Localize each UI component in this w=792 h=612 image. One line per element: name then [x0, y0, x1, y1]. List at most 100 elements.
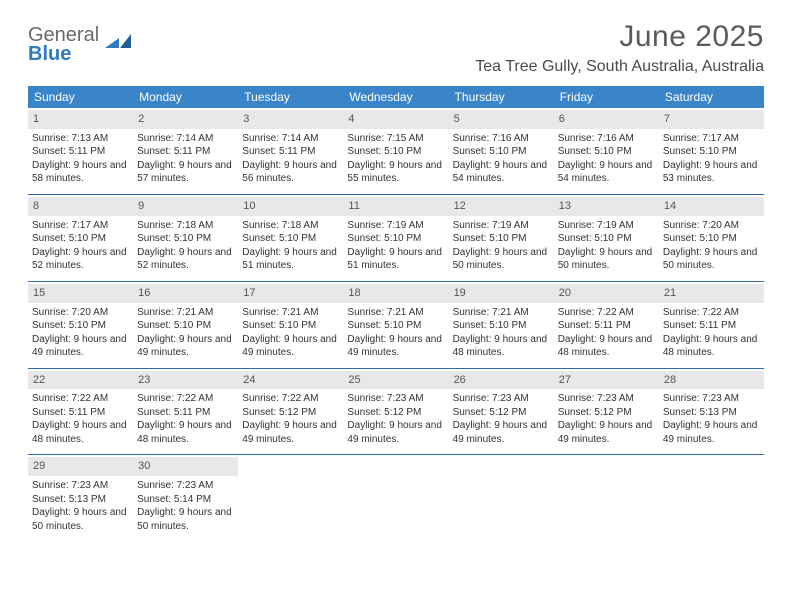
day-cell: 23Sunrise: 7:22 AMSunset: 5:11 PMDayligh… — [133, 369, 238, 455]
sunset-text: Sunset: 5:10 PM — [137, 319, 234, 333]
daylight-text: Daylight: 9 hours and 48 minutes. — [453, 333, 550, 360]
sunrise-text: Sunrise: 7:23 AM — [663, 392, 760, 406]
empty-cell — [343, 455, 448, 541]
day-cell: 25Sunrise: 7:23 AMSunset: 5:12 PMDayligh… — [343, 369, 448, 455]
day-cell: 2 Sunrise: 7:14 AMSunset: 5:11 PMDaylight… — [133, 108, 238, 194]
sunset-text: Sunset: 5:12 PM — [242, 406, 339, 420]
day-cell: 16Sunrise: 7:21 AMSunset: 5:10 PMDayligh… — [133, 282, 238, 368]
empty-cell — [554, 455, 659, 541]
daylight-text: Daylight: 9 hours and 48 minutes. — [663, 333, 760, 360]
daylight-text: Daylight: 9 hours and 50 minutes. — [453, 246, 550, 273]
day-number: 16 — [133, 284, 238, 303]
day-number: 2 — [133, 110, 238, 129]
sunset-text: Sunset: 5:11 PM — [137, 145, 234, 159]
sunrise-text: Sunrise: 7:17 AM — [663, 132, 760, 146]
daylight-text: Daylight: 9 hours and 58 minutes. — [32, 159, 129, 186]
daylight-text: Daylight: 9 hours and 50 minutes. — [558, 246, 655, 273]
weekday-header: Monday — [133, 86, 238, 108]
daylight-text: Daylight: 9 hours and 49 minutes. — [32, 333, 129, 360]
day-cell: 17Sunrise: 7:21 AMSunset: 5:10 PMDayligh… — [238, 282, 343, 368]
sunset-text: Sunset: 5:10 PM — [347, 145, 444, 159]
day-number: 4 — [343, 110, 448, 129]
sunset-text: Sunset: 5:12 PM — [453, 406, 550, 420]
day-cell: 19Sunrise: 7:21 AMSunset: 5:10 PMDayligh… — [449, 282, 554, 368]
sunrise-text: Sunrise: 7:23 AM — [347, 392, 444, 406]
weekday-header: Friday — [554, 86, 659, 108]
day-cell: 7Sunrise: 7:17 AMSunset: 5:10 PMDaylight… — [659, 108, 764, 194]
day-number: 8 — [28, 197, 133, 216]
sunset-text: Sunset: 5:11 PM — [32, 145, 129, 159]
sunrise-text: Sunrise: 7:22 AM — [242, 392, 339, 406]
day-cell: 12 Sunrise: 7:19 AMSunset: 5:10 PMDayligh… — [449, 195, 554, 281]
sunrise-text: Sunrise: 7:20 AM — [32, 306, 129, 320]
daylight-text: Daylight: 9 hours and 49 minutes. — [242, 419, 339, 446]
brand-mark-icon — [105, 34, 131, 57]
daylight-text: Daylight: 9 hours and 57 minutes. — [137, 159, 234, 186]
sunset-text: Sunset: 5:10 PM — [242, 319, 339, 333]
day-cell: 6Sunrise: 7:16 AMSunset: 5:10 PMDaylight… — [554, 108, 659, 194]
day-number: 12 — [449, 197, 554, 216]
day-number: 14 — [659, 197, 764, 216]
daylight-text: Daylight: 9 hours and 50 minutes. — [663, 246, 760, 273]
empty-cell — [449, 455, 554, 541]
sunrise-text: Sunrise: 7:21 AM — [137, 306, 234, 320]
sunset-text: Sunset: 5:10 PM — [558, 145, 655, 159]
sunrise-text: Sunrise: 7:21 AM — [453, 306, 550, 320]
day-cell: 30Sunrise: 7:23 AMSunset: 5:14 PMDayligh… — [133, 455, 238, 541]
day-cell: 22Sunrise: 7:22 AMSunset: 5:11 PMDayligh… — [28, 369, 133, 455]
day-number: 22 — [28, 371, 133, 390]
sunset-text: Sunset: 5:11 PM — [242, 145, 339, 159]
daylight-text: Daylight: 9 hours and 51 minutes. — [242, 246, 339, 273]
sunset-text: Sunset: 5:10 PM — [242, 232, 339, 246]
sunset-text: Sunset: 5:10 PM — [558, 232, 655, 246]
day-number: 5 — [449, 110, 554, 129]
day-cell: 4Sunrise: 7:15 AMSunset: 5:10 PMDaylight… — [343, 108, 448, 194]
sunset-text: Sunset: 5:11 PM — [663, 319, 760, 333]
calendar-grid: SundayMondayTuesdayWednesdayThursdayFrid… — [28, 86, 764, 541]
empty-cell — [659, 455, 764, 541]
weekday-header: Tuesday — [238, 86, 343, 108]
daylight-text: Daylight: 9 hours and 49 minutes. — [347, 419, 444, 446]
sunset-text: Sunset: 5:10 PM — [453, 145, 550, 159]
daylight-text: Daylight: 9 hours and 49 minutes. — [347, 333, 444, 360]
sunset-text: Sunset: 5:12 PM — [347, 406, 444, 420]
daylight-text: Daylight: 9 hours and 55 minutes. — [347, 159, 444, 186]
day-number: 26 — [449, 371, 554, 390]
location-subtitle: Tea Tree Gully, South Australia, Austral… — [475, 58, 764, 76]
sunrise-text: Sunrise: 7:19 AM — [453, 219, 550, 233]
page-title: June 2025 — [475, 20, 764, 54]
weekday-header-row: SundayMondayTuesdayWednesdayThursdayFrid… — [28, 86, 764, 108]
day-number: 27 — [554, 371, 659, 390]
sunset-text: Sunset: 5:14 PM — [137, 493, 234, 507]
sunrise-text: Sunrise: 7:23 AM — [558, 392, 655, 406]
sunset-text: Sunset: 5:11 PM — [32, 406, 129, 420]
day-number: 17 — [238, 284, 343, 303]
title-block: June 2025 Tea Tree Gully, South Australi… — [475, 20, 764, 76]
sunrise-text: Sunrise: 7:16 AM — [453, 132, 550, 146]
weekday-header: Sunday — [28, 86, 133, 108]
sunset-text: Sunset: 5:10 PM — [453, 232, 550, 246]
daylight-text: Daylight: 9 hours and 49 minutes. — [558, 419, 655, 446]
daylight-text: Daylight: 9 hours and 54 minutes. — [558, 159, 655, 186]
week-row: 1Sunrise: 7:13 AMSunset: 5:11 PMDaylight… — [28, 108, 764, 195]
daylight-text: Daylight: 9 hours and 53 minutes. — [663, 159, 760, 186]
day-number: 11 — [343, 197, 448, 216]
sunrise-text: Sunrise: 7:21 AM — [347, 306, 444, 320]
brand-text: General Blue — [28, 26, 99, 64]
day-number: 19 — [449, 284, 554, 303]
week-row: 15Sunrise: 7:20 AMSunset: 5:10 PMDayligh… — [28, 282, 764, 369]
day-cell: 11Sunrise: 7:19 AMSunset: 5:10 PMDayligh… — [343, 195, 448, 281]
daylight-text: Daylight: 9 hours and 49 minutes. — [242, 333, 339, 360]
sunset-text: Sunset: 5:11 PM — [137, 406, 234, 420]
sunrise-text: Sunrise: 7:23 AM — [32, 479, 129, 493]
day-number: 13 — [554, 197, 659, 216]
day-number: 24 — [238, 371, 343, 390]
daylight-text: Daylight: 9 hours and 54 minutes. — [453, 159, 550, 186]
day-cell: 8Sunrise: 7:17 AMSunset: 5:10 PMDaylight… — [28, 195, 133, 281]
sunset-text: Sunset: 5:10 PM — [347, 232, 444, 246]
sunrise-text: Sunrise: 7:14 AM — [137, 132, 234, 146]
day-number: 3 — [238, 110, 343, 129]
week-row: 29Sunrise: 7:23 AMSunset: 5:13 PMDayligh… — [28, 455, 764, 541]
weeks-container: 1Sunrise: 7:13 AMSunset: 5:11 PMDaylight… — [28, 108, 764, 541]
sunrise-text: Sunrise: 7:17 AM — [32, 219, 129, 233]
